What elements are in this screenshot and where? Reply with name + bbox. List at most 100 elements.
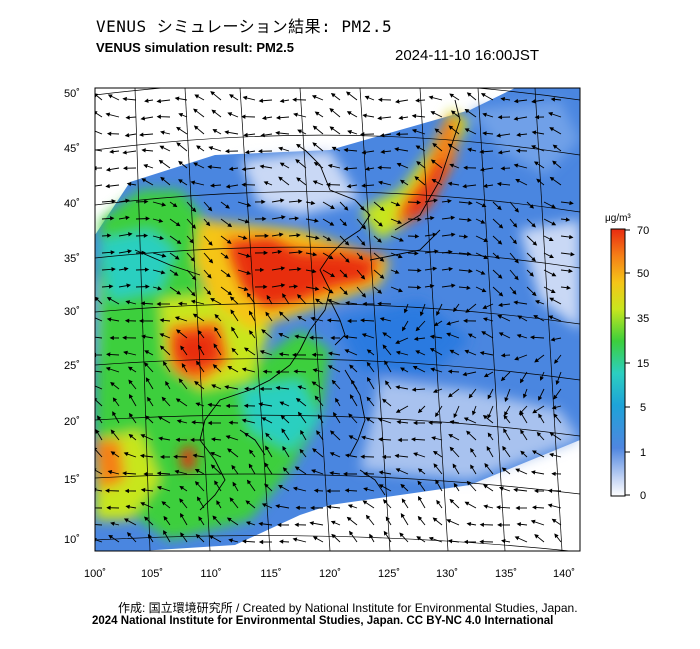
wind-arrow-shaft bbox=[95, 317, 103, 322]
wind-arrow-head bbox=[569, 200, 574, 206]
wind-arrow-head bbox=[448, 393, 453, 398]
wind-arrow-head bbox=[110, 250, 115, 255]
wind-arrow-head bbox=[498, 291, 504, 297]
wind-arrow-head bbox=[229, 296, 235, 301]
wind-arrow-head bbox=[447, 539, 453, 544]
wind-arrow-head bbox=[529, 204, 535, 209]
wind-arrow-head bbox=[395, 99, 400, 104]
wind-arrow-head bbox=[428, 420, 433, 425]
wind-arrow-head bbox=[144, 267, 150, 272]
wind-arrow-head bbox=[312, 180, 318, 185]
wind-arrow-head bbox=[467, 217, 472, 223]
wind-arrow-head bbox=[486, 446, 491, 451]
wind-arrow-head bbox=[446, 519, 452, 524]
wind-arrow-head bbox=[432, 266, 438, 271]
wind-arrow-head bbox=[176, 239, 182, 244]
wind-arrow-head bbox=[138, 318, 144, 324]
wind-arrow-head bbox=[297, 294, 302, 299]
wind-arrow-head bbox=[330, 204, 335, 210]
wind-arrow-head bbox=[210, 437, 216, 442]
wind-arrow-head bbox=[326, 298, 332, 303]
wind-arrow-head bbox=[465, 308, 471, 313]
wind-arrow-head bbox=[140, 487, 146, 493]
wind-arrow-head bbox=[126, 283, 131, 288]
wind-arrow-head bbox=[160, 176, 165, 182]
wind-arrow-head bbox=[313, 488, 319, 493]
wind-arrow-head bbox=[395, 408, 401, 413]
wind-arrow-head bbox=[549, 452, 554, 458]
colorbar-tick: 50 bbox=[637, 268, 649, 280]
wind-arrow-head bbox=[415, 350, 421, 355]
wind-arrow-head bbox=[396, 419, 401, 425]
wind-arrow-head bbox=[140, 434, 146, 439]
wind-arrow-head bbox=[349, 530, 354, 536]
wind-arrow-head bbox=[194, 469, 200, 474]
wind-arrow-head bbox=[126, 181, 132, 187]
wind-arrow-head bbox=[313, 162, 319, 167]
wind-arrow-head bbox=[258, 149, 263, 154]
wind-arrow-head bbox=[180, 345, 185, 351]
wind-arrow-head bbox=[360, 241, 366, 246]
wind-arrow-head bbox=[479, 351, 485, 356]
wind-arrow-head bbox=[279, 401, 285, 406]
wind-arrow-head bbox=[515, 148, 521, 153]
wind-arrow-head bbox=[503, 428, 508, 434]
wind-arrow-head bbox=[385, 380, 390, 386]
plot-frame bbox=[94, 87, 581, 552]
wind-arrow-head bbox=[208, 241, 213, 246]
wind-arrow-head bbox=[397, 219, 403, 224]
wind-arrow-head bbox=[549, 297, 555, 302]
wind-arrow-head bbox=[227, 112, 233, 117]
wind-arrow-head bbox=[482, 112, 487, 117]
wind-arrow-head bbox=[366, 396, 371, 402]
wind-arrow-head bbox=[176, 126, 181, 132]
wind-arrow-head bbox=[462, 371, 467, 377]
wind-arrow-head bbox=[278, 176, 283, 181]
wind-arrow-head bbox=[531, 222, 536, 228]
wind-arrow-head bbox=[554, 533, 559, 539]
wind-arrow-head bbox=[196, 145, 201, 150]
wind-arrow-head bbox=[265, 432, 270, 438]
wind-arrow-head bbox=[503, 414, 508, 420]
wind-arrow-head bbox=[212, 515, 217, 521]
wind-arrow-head bbox=[532, 241, 538, 246]
wind-arrow-head bbox=[206, 290, 212, 296]
wind-arrow-head bbox=[327, 163, 333, 169]
wind-arrow-head bbox=[97, 415, 102, 421]
wind-arrow-head bbox=[194, 380, 199, 386]
wind-arrow-head bbox=[174, 469, 180, 475]
wind-arrow-head bbox=[156, 114, 161, 119]
wind-arrow-head bbox=[377, 165, 382, 170]
wind-arrow-head bbox=[468, 268, 473, 274]
wind-arrow-head bbox=[411, 387, 417, 392]
wind-arrow-head bbox=[316, 430, 321, 435]
wind-arrow-head bbox=[258, 539, 264, 545]
wind-arrow-head bbox=[161, 396, 167, 402]
lat-label: 50˚ bbox=[64, 88, 80, 100]
wind-arrow-head bbox=[463, 539, 468, 545]
wind-arrow-head bbox=[401, 498, 406, 503]
wind-arrow-head bbox=[415, 98, 420, 103]
wind-arrow-head bbox=[517, 315, 523, 320]
wind-arrow-head bbox=[568, 234, 574, 240]
wind-arrow-head bbox=[89, 523, 92, 526]
wind-arrow-head bbox=[280, 266, 286, 271]
wind-arrow-head bbox=[179, 512, 185, 518]
wind-arrow-head bbox=[482, 317, 488, 322]
wind-arrow-head bbox=[396, 162, 402, 167]
wind-arrow-head bbox=[178, 160, 183, 166]
wind-arrow-head bbox=[176, 419, 182, 424]
wind-arrow-head bbox=[448, 249, 453, 255]
wind-arrow-head bbox=[536, 431, 542, 437]
wind-arrow-head bbox=[416, 536, 422, 541]
wind-arrow-head bbox=[161, 202, 167, 207]
wind-arrow-head bbox=[555, 380, 560, 386]
wind-arrow-shaft bbox=[95, 489, 103, 492]
wind-arrow-head bbox=[279, 98, 285, 104]
wind-arrow-head bbox=[382, 332, 388, 337]
wind-arrow-head bbox=[278, 352, 284, 357]
wind-arrow-head bbox=[381, 454, 387, 460]
wind-arrow-head bbox=[400, 483, 406, 489]
wind-arrow-head bbox=[487, 432, 492, 438]
wind-arrow-head bbox=[191, 275, 197, 281]
